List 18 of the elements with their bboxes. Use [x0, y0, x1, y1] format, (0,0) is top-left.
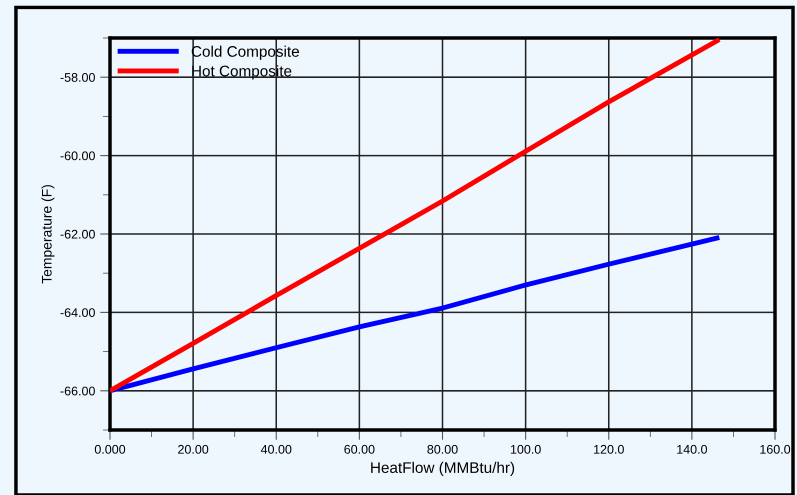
- line-series: [110, 235, 722, 394]
- x-tick-label: 160.0: [760, 444, 790, 454]
- y-axis-title: Temperature (F): [41, 185, 54, 284]
- x-tick-label: 40.00: [260, 444, 292, 454]
- x-tick-label: 20.00: [178, 444, 208, 454]
- y-tick-label: -66.00: [60, 386, 95, 396]
- x-tick-label: 140.0: [677, 444, 708, 454]
- x-tick-label: 120.0: [594, 444, 624, 454]
- y-tick-label: -64.00: [60, 308, 95, 318]
- y-tick-label: -60.00: [60, 151, 95, 160]
- x-tick-label: 100.0: [510, 444, 541, 454]
- x-tick-label: 0.000: [94, 444, 126, 454]
- x-axis-title: HeatFlow (MMBtu/hr): [371, 462, 514, 476]
- line-series: [110, 38, 722, 394]
- y-tick-label: -62.00: [60, 230, 95, 239]
- y-tick-label: -58.00: [60, 73, 95, 82]
- x-tick-label: 80.00: [427, 444, 458, 454]
- x-tick-label: 60.00: [344, 444, 375, 454]
